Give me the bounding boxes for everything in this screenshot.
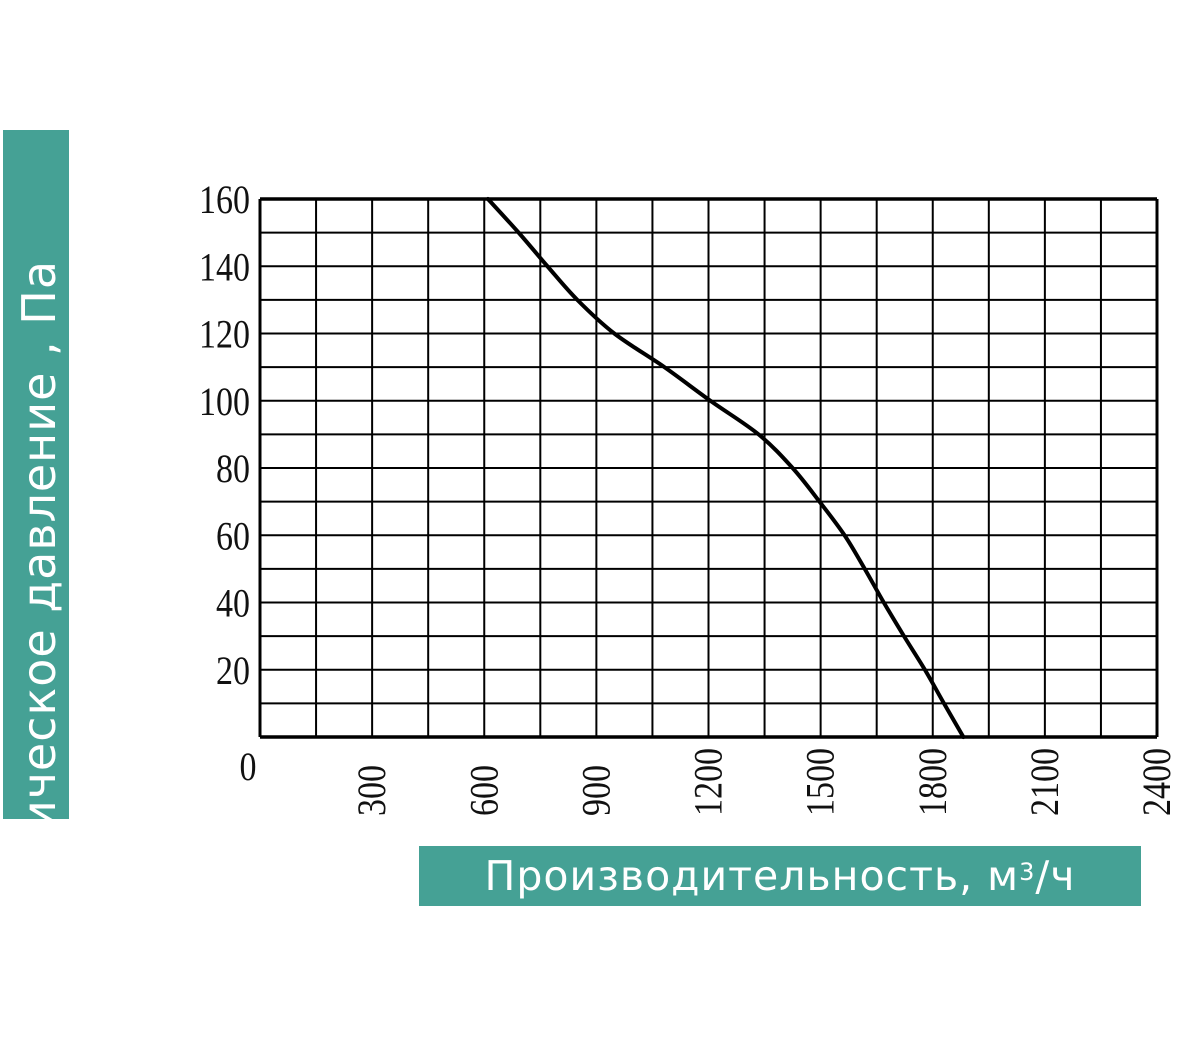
y-tick-label: 100 (199, 380, 250, 424)
x-tick-label: 0 (239, 746, 256, 790)
x-axis-label-suffix: /ч (1035, 852, 1076, 900)
y-axis-label-box: Статическое давление , Па (3, 130, 69, 948)
y-tick-label: 160 (199, 179, 250, 223)
x-tick-label: 300 (351, 765, 395, 816)
x-tick-label: 1500 (799, 748, 843, 816)
x-tick-label: 2400 (1136, 748, 1180, 816)
x-axis-label-box: Производительность, м 3/ч (419, 846, 1141, 906)
x-tick-label: 1800 (911, 748, 955, 816)
x-tick-label: 2100 (1023, 748, 1067, 816)
grid (258, 197, 1159, 739)
y-tick-label: 40 (216, 582, 250, 626)
tick-labels: 20 40 60 80 100 120 140 160 0 300 600 900 1200 1500 18… (199, 179, 1180, 816)
y-tick-label: 120 (199, 313, 250, 357)
x-axis-label-superscript: 3 (1019, 858, 1036, 886)
y-tick-label: 80 (216, 448, 250, 492)
series-line (485, 197, 966, 739)
x-tick-label: 1200 (687, 748, 731, 816)
x-tick-label: 900 (575, 765, 619, 816)
x-axis-label: Производительность, м (484, 852, 1020, 900)
y-tick-label: 20 (216, 649, 250, 693)
y-tick-label: 140 (199, 246, 250, 290)
y-tick-label: 60 (216, 515, 250, 559)
x-tick-label: 600 (463, 765, 507, 816)
